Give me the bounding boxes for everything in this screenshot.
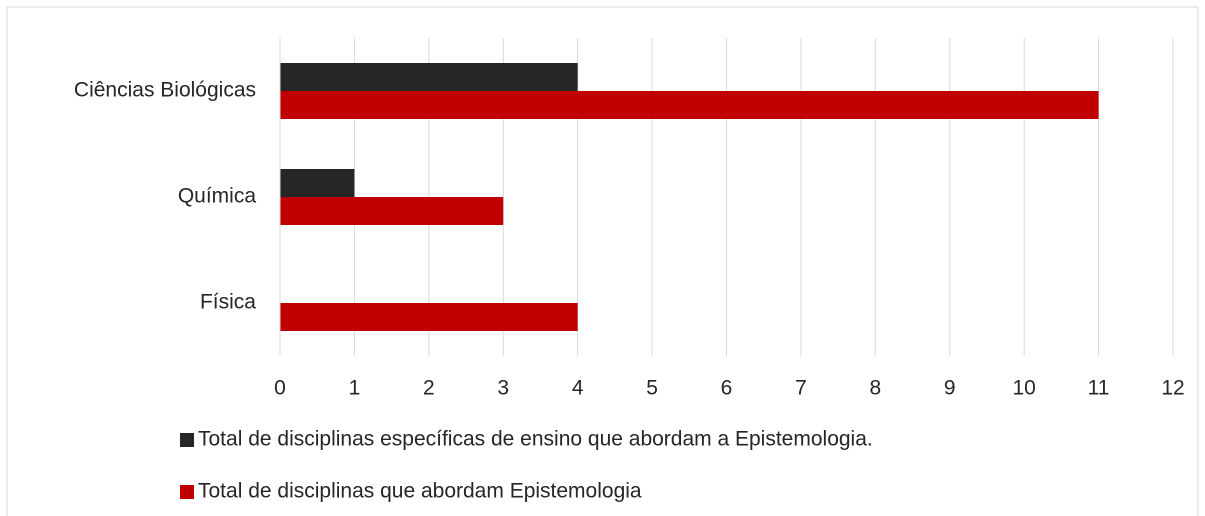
- x-tick-label: 7: [795, 377, 807, 400]
- y-tick-label: Química: [178, 185, 257, 208]
- x-tick-label: 6: [721, 377, 733, 400]
- x-tick-label: 3: [497, 377, 509, 400]
- x-tick-label: 12: [1161, 377, 1184, 400]
- x-tick-label: 0: [274, 377, 286, 400]
- x-tick-label: 1: [349, 377, 361, 400]
- chart-frame: [6, 6, 1199, 516]
- x-tick-label: 2: [423, 377, 435, 400]
- x-tick-label: 5: [646, 377, 658, 400]
- legend-swatch: [180, 433, 194, 447]
- bar: [280, 197, 504, 225]
- x-tick-label: 11: [1088, 377, 1110, 400]
- bar: [280, 169, 355, 197]
- legend-label: Total de disciplinas que abordam Epistem…: [198, 480, 642, 503]
- x-tick-label: 4: [572, 377, 584, 400]
- legend-label: Total de disciplinas específicas de ensi…: [198, 428, 873, 451]
- y-tick-label: Física: [200, 291, 256, 314]
- bar: [280, 303, 578, 331]
- y-tick-label: Ciências Biológicas: [74, 79, 256, 102]
- bar: [280, 63, 578, 91]
- x-tick-label: 8: [869, 377, 881, 400]
- bar: [280, 91, 1099, 119]
- legend-swatch: [180, 485, 194, 499]
- x-tick-label: 9: [944, 377, 956, 400]
- x-tick-label: 10: [1012, 377, 1035, 400]
